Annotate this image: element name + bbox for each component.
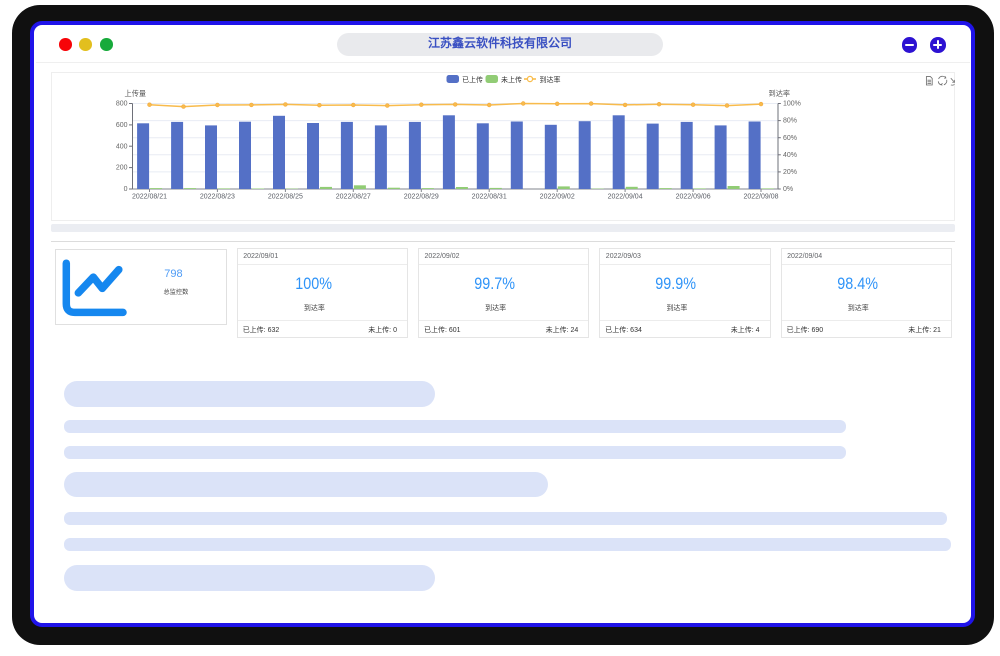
svg-text:2022/09/02: 2022/09/02 — [540, 193, 575, 200]
svg-text:2022/08/23: 2022/08/23 — [200, 193, 235, 200]
svg-text:2022/08/25: 2022/08/25 — [268, 193, 303, 200]
svg-text:800: 800 — [116, 100, 128, 107]
svg-text:200: 200 — [116, 164, 128, 171]
svg-text:600: 600 — [116, 122, 128, 129]
svg-text:100%: 100% — [783, 100, 801, 107]
svg-text:未上传: 未上传 — [501, 75, 522, 84]
svg-text:80%: 80% — [783, 117, 797, 124]
svg-text:上传量: 上传量 — [125, 88, 147, 97]
svg-text:2022/08/31: 2022/08/31 — [472, 193, 507, 200]
svg-text:60%: 60% — [783, 134, 797, 141]
svg-text:400: 400 — [116, 143, 128, 150]
svg-text:2022/08/27: 2022/08/27 — [336, 193, 371, 200]
svg-text:到达率: 到达率 — [769, 88, 791, 97]
svg-text:到达率: 到达率 — [540, 75, 561, 84]
svg-text:2022/09/06: 2022/09/06 — [676, 193, 711, 200]
svg-text:40%: 40% — [783, 151, 797, 158]
svg-text:20%: 20% — [783, 169, 797, 176]
svg-text:2022/08/21: 2022/08/21 — [132, 193, 167, 200]
svg-text:2022/08/29: 2022/08/29 — [404, 193, 439, 200]
svg-text:已上传: 已上传 — [462, 75, 483, 84]
svg-text:0%: 0% — [783, 186, 793, 193]
svg-text:0: 0 — [124, 186, 128, 193]
svg-text:2022/09/04: 2022/09/04 — [608, 193, 643, 200]
svg-text:2022/09/08: 2022/09/08 — [743, 193, 778, 200]
